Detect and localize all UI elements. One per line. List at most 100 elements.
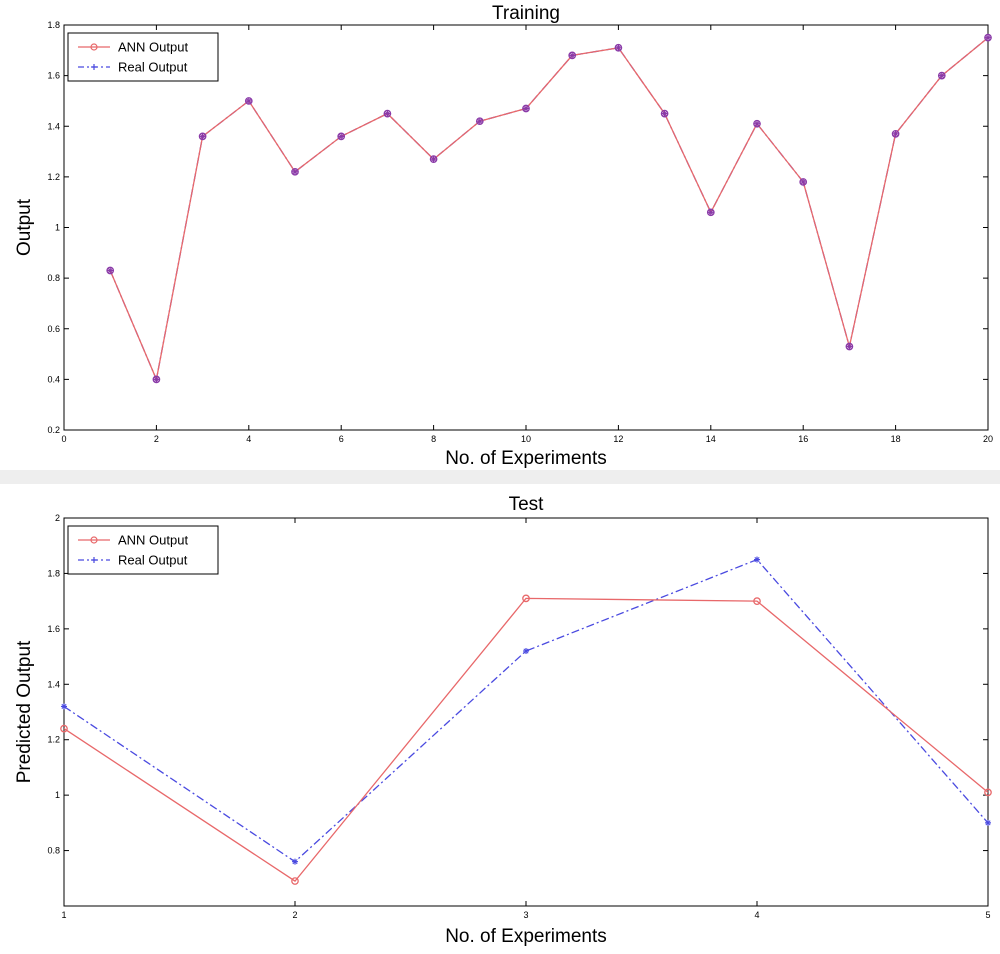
training-ann-output-point <box>291 167 299 176</box>
test-ann-output-point <box>60 724 68 733</box>
training-ann-output-point <box>152 375 161 384</box>
training-chart: 0 2 4 6 8 10 12 14 16 18 20 0.2 0.4 0.6 0.8 1 1.2 1.4 1.6 1… <box>14 3 993 469</box>
training-legend-marker <box>90 43 98 51</box>
training-legend-label-ann-output: ANN Output <box>118 40 188 55</box>
training-x-tick-label: 4 <box>246 434 251 444</box>
test-y-tick-label: 1.4 <box>47 679 60 689</box>
training-chart-panel: 0 2 4 6 8 10 12 14 16 18 20 0.2 0.4 0.6 0.8 1 1.2 1.4 1.6 1… <box>0 0 1000 470</box>
training-real-output-point <box>199 133 206 140</box>
training-ann-output-point <box>522 104 530 113</box>
training-real-output-point <box>384 110 391 117</box>
test-chart-title: Test <box>509 494 545 515</box>
training-real-output-point <box>985 34 991 41</box>
training-real-output-point <box>476 118 483 125</box>
training-x-tick-label: 6 <box>339 434 344 444</box>
training-real-output-point <box>153 376 160 383</box>
training-chart-title: Training <box>492 3 560 24</box>
test-ann-output-point <box>984 788 992 797</box>
test-real-output-point <box>61 703 67 710</box>
test-x-tick-label: 1 <box>61 910 66 920</box>
training-y-tick-label: 1 <box>55 223 60 233</box>
training-ann-output-point <box>337 132 346 141</box>
training-x-tick-label: 0 <box>61 434 66 444</box>
test-ann-output-point <box>291 877 299 885</box>
training-x-axis-label: No. of Experiments <box>445 448 607 469</box>
test-legend-marker <box>91 557 97 563</box>
training-real-output-point <box>338 133 345 140</box>
training-real-output-point <box>107 267 114 274</box>
training-y-tick-label: 0.2 <box>47 425 60 435</box>
training-ann-output-point <box>429 155 438 164</box>
test-legend-box <box>67 525 219 575</box>
training-series-line-ann-output <box>109 37 989 382</box>
test-legend-label-ann-output: ANN Output <box>118 533 188 548</box>
training-real-output-point <box>707 209 714 216</box>
training-x-tick-label: 16 <box>798 434 808 444</box>
training-y-tick-label: 1.2 <box>47 172 60 182</box>
training-real-output-point <box>245 97 252 104</box>
test-y-tick-label: 1.2 <box>47 735 60 745</box>
training-y-tick-label: 0.6 <box>47 324 60 334</box>
test-series-line-ann-output <box>63 597 989 882</box>
training-x-tick-label: 12 <box>613 434 623 444</box>
training-real-output-point <box>892 130 899 137</box>
training-ann-output-point <box>753 119 761 128</box>
test-y-tick-label: 0.8 <box>47 846 60 856</box>
test-y-tick-label: 1.6 <box>47 624 60 634</box>
training-ann-output-point <box>891 129 900 138</box>
training-real-output-point <box>292 168 298 175</box>
test-y-tick-label: 1.8 <box>47 568 60 578</box>
training-y-tick-label: 0.8 <box>47 273 60 283</box>
training-ann-output-point <box>706 208 715 217</box>
training-y-tick-label: 0.4 <box>47 374 60 384</box>
training-x-tick-label: 14 <box>706 434 716 444</box>
test-x-tick-label: 2 <box>292 910 297 920</box>
training-ann-output-point <box>984 33 992 42</box>
training-x-tick-label: 10 <box>521 434 531 444</box>
training-real-output-point <box>569 52 576 59</box>
training-ann-output-point <box>799 178 808 186</box>
training-ann-output-point <box>244 97 253 105</box>
test-x-tick-label: 4 <box>754 910 759 920</box>
training-real-output-point <box>661 110 668 117</box>
training-y-tick-label: 1.8 <box>47 20 60 30</box>
training-ann-output-point <box>475 117 484 126</box>
training-ann-output-point <box>568 51 577 60</box>
test-chart: 1 2 3 4 5 0.8 1 1.2 1.4 1.6 1.8 2 Test No. of Experim… <box>14 494 992 947</box>
training-x-tick-label: 2 <box>154 434 159 444</box>
training-ann-output-point <box>660 109 669 118</box>
training-y-tick-label: 1.4 <box>47 121 60 131</box>
training-x-tick-label: 18 <box>891 434 901 444</box>
test-x-tick-label: 5 <box>985 910 990 920</box>
training-legend: ANN Output Real Output <box>67 32 219 82</box>
training-real-output-point <box>430 156 437 163</box>
training-legend-marker <box>91 64 97 70</box>
training-ann-output-point <box>614 43 623 52</box>
training-real-output-point <box>523 105 529 112</box>
training-legend-label-real-output: Real Output <box>118 60 188 75</box>
test-real-output-point <box>754 556 760 563</box>
test-real-output-point <box>523 648 529 655</box>
test-y-tick-label: 2 <box>55 513 60 523</box>
training-real-output-point <box>615 44 622 51</box>
test-ann-output-point <box>522 594 530 603</box>
training-y-axis-label: Output <box>14 198 35 256</box>
test-legend-label-real-output: Real Output <box>118 553 188 568</box>
training-real-output-point <box>800 178 807 185</box>
training-x-tick-label: 20 <box>983 434 993 444</box>
test-y-axis-label: Predicted Output <box>14 640 35 783</box>
training-real-output-point <box>938 72 945 79</box>
training-ann-output-point <box>106 266 115 275</box>
training-ann-output-point <box>937 71 946 80</box>
training-legend-box <box>67 32 219 82</box>
test-series-line-real-output <box>63 558 989 863</box>
test-y-tick-label: 1 <box>55 790 60 800</box>
test-legend: ANN Output Real Output <box>67 525 219 575</box>
training-ann-output-point <box>845 342 854 351</box>
training-real-output-point <box>754 120 760 127</box>
training-x-tick-label: 8 <box>431 434 436 444</box>
test-ann-output-point <box>753 597 761 605</box>
test-legend-marker <box>90 536 98 544</box>
training-ann-output-point <box>198 132 207 141</box>
training-real-output-point <box>846 343 853 350</box>
